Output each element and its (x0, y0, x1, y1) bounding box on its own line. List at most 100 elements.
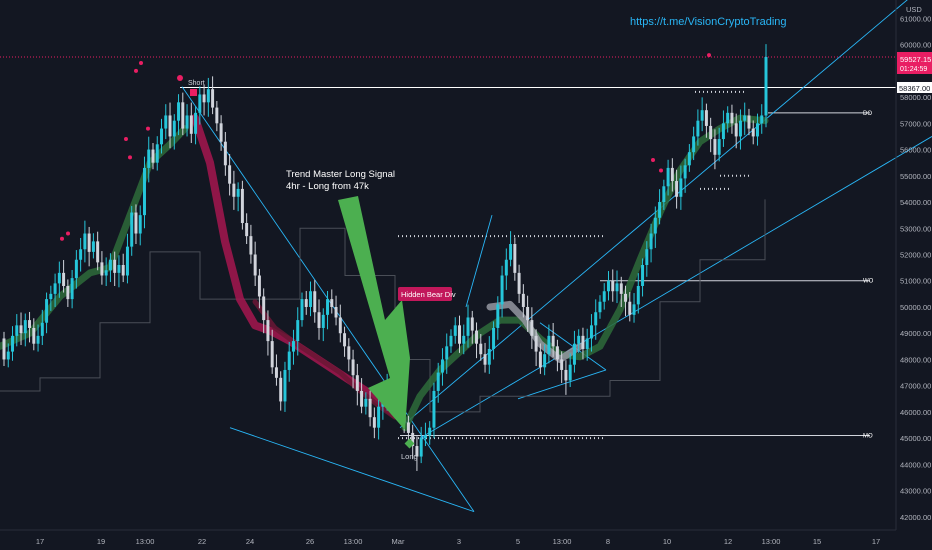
candle-body (717, 139, 721, 155)
price-tick-label: 56000.00 (900, 146, 931, 155)
candle-body (670, 167, 674, 182)
price-tick-label: 52000.00 (900, 251, 931, 260)
candle-body (300, 299, 304, 321)
candle-body (726, 112, 730, 124)
signal-dot (146, 126, 150, 131)
candle-body (458, 325, 461, 344)
level-price-tag: 58367.00 (897, 82, 932, 93)
candle-body (11, 335, 15, 352)
candle-body (624, 293, 628, 302)
candle-body (487, 348, 491, 365)
candle-body (641, 265, 645, 286)
candle-body (70, 278, 74, 300)
price-tick-label: 58000.00 (900, 93, 931, 102)
candle-body (738, 120, 742, 137)
candle-body (287, 351, 291, 370)
candle-body (547, 335, 551, 355)
candle-body (304, 299, 308, 307)
candle-body (266, 320, 270, 342)
time-tick-label: 13:00 (762, 537, 781, 546)
candle-body (62, 272, 66, 286)
candle-body (232, 183, 236, 197)
candle-body (313, 291, 317, 313)
currency-label: USD (906, 5, 922, 14)
candle-body (483, 354, 487, 365)
candle-body (662, 186, 666, 203)
signal-line-1: Trend Master Long Signal (286, 169, 395, 180)
candle-body (432, 390, 436, 428)
candle-body (83, 233, 87, 250)
channel-url[interactable]: https://t.me/VisionCryptoTrading (630, 16, 787, 28)
candle-body (687, 152, 691, 166)
candle-body (462, 335, 466, 344)
candle-body (445, 346, 449, 360)
candle-body (440, 359, 444, 373)
candle-body (326, 299, 330, 315)
candle-body (74, 259, 78, 279)
candle-body (317, 312, 321, 328)
candle-body (666, 167, 670, 187)
candle-body (117, 265, 121, 273)
candle-body (713, 139, 717, 155)
time-tick-label: 13:00 (136, 537, 155, 546)
long-label: Long (401, 452, 418, 461)
candle-body (692, 136, 696, 153)
channel-lower (419, 136, 932, 439)
candle-body (415, 446, 419, 457)
candle-body (602, 291, 606, 302)
candle-body (492, 327, 496, 349)
candle-body (32, 327, 36, 344)
candle-body (142, 167, 146, 216)
candle-body (45, 299, 49, 323)
candle-body (628, 301, 632, 315)
level-label-mo: MO (863, 434, 873, 440)
candle-body (104, 270, 108, 276)
price-tick-label: 46000.00 (900, 408, 931, 417)
candle-body (538, 351, 542, 368)
candle-body (215, 107, 219, 124)
time-tick-label: 26 (306, 537, 314, 546)
candle-body (257, 275, 261, 297)
red-ribbon-lower (252, 299, 398, 420)
last-price: 59527.15 (900, 55, 931, 64)
time-tick-label: 17 (36, 537, 44, 546)
price-tick-label: 49000.00 (900, 329, 931, 338)
candle-body (113, 259, 117, 273)
candle-body (211, 89, 215, 108)
candle-body (585, 338, 589, 349)
long-signal-marker: Long (401, 438, 418, 461)
candle-body (436, 372, 440, 391)
candle-body (40, 322, 44, 336)
candle-body (675, 181, 679, 197)
price-axis: USD (895, 0, 922, 530)
candle-body (611, 280, 615, 292)
candle-body (534, 335, 538, 352)
candle-body (730, 112, 734, 124)
candle-body (496, 304, 500, 328)
candle-body (653, 217, 657, 234)
price-tick-label: 61000.00 (900, 14, 931, 23)
candle-body (372, 417, 376, 428)
candle-body (168, 115, 172, 137)
candle-body (36, 335, 40, 344)
candle-body (632, 304, 636, 315)
time-tick-label: 10 (663, 537, 671, 546)
candle-body (721, 123, 725, 140)
candle-body (185, 115, 189, 129)
candle-body (543, 354, 547, 368)
candle-body (479, 343, 483, 355)
time-tick-label: 15 (813, 537, 821, 546)
candle-body (615, 283, 619, 292)
signal-dot (139, 60, 143, 65)
signal-text: Trend Master Long Signal 4hr - Long from… (286, 169, 395, 192)
candle-body (500, 275, 504, 305)
candle-body (360, 390, 364, 407)
candle-body (747, 115, 751, 129)
candle-body (564, 369, 568, 381)
candle-body (206, 89, 210, 103)
candle-body (368, 398, 372, 418)
time-tick-label: 22 (198, 537, 206, 546)
price-tick-label: 60000.00 (900, 41, 931, 50)
candle-body (160, 128, 163, 145)
